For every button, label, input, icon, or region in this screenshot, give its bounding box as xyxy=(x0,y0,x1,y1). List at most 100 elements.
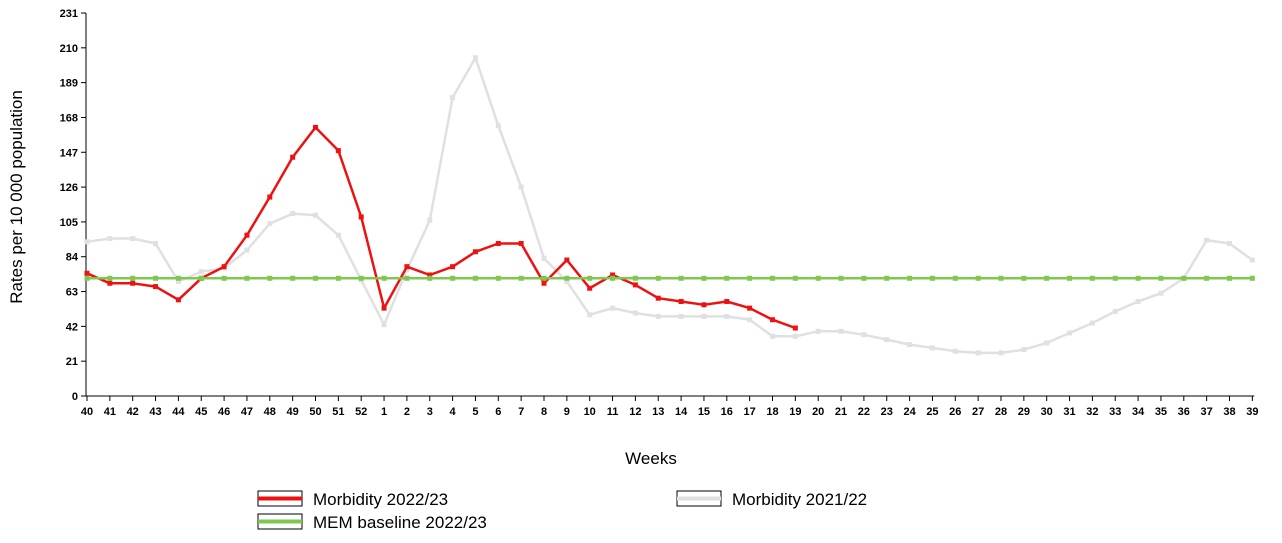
series-morbidity-2021-22 xyxy=(84,55,1255,356)
x-tick-label: 17 xyxy=(744,406,756,418)
data-point xyxy=(678,313,684,319)
x-tick-label: 20 xyxy=(812,406,824,418)
x-tick-label: 12 xyxy=(629,406,641,418)
data-point xyxy=(587,285,593,291)
data-point xyxy=(724,313,730,319)
data-point xyxy=(495,275,501,281)
data-point xyxy=(313,124,318,130)
data-point xyxy=(884,337,890,343)
data-point xyxy=(770,333,775,339)
data-point xyxy=(472,275,478,281)
data-point xyxy=(564,275,570,281)
data-point xyxy=(975,275,981,281)
data-point xyxy=(610,275,616,281)
data-point xyxy=(998,275,1004,281)
x-tick-label: 27 xyxy=(972,406,984,418)
x-tick-label: 51 xyxy=(332,406,344,418)
data-point xyxy=(701,313,707,319)
x-tick-label: 19 xyxy=(789,406,801,418)
data-point xyxy=(724,298,730,304)
data-point xyxy=(1204,237,1210,243)
x-tick-label: 39 xyxy=(1246,406,1258,418)
data-point xyxy=(747,275,753,281)
x-tick-label: 31 xyxy=(1063,406,1075,418)
legend: Morbidity 2021/22 Morbidity 2022/23 MEM ba… xyxy=(257,490,867,532)
y-axis: 0 21 42 63 84 105 126 147 168 189 210 231 xyxy=(60,8,87,403)
data-point xyxy=(1249,275,1255,281)
data-point xyxy=(929,275,935,281)
y-tick-label: 42 xyxy=(66,321,78,333)
x-tick-label: 46 xyxy=(218,406,230,418)
data-point xyxy=(267,221,273,227)
data-point xyxy=(884,275,890,281)
data-point xyxy=(541,255,547,261)
x-tick-label: 26 xyxy=(949,406,961,418)
y-tick-label: 105 xyxy=(60,217,78,229)
data-point xyxy=(153,240,159,246)
x-tick-label: 21 xyxy=(835,406,847,418)
data-point xyxy=(404,275,410,281)
data-point xyxy=(472,55,478,61)
y-tick-label: 21 xyxy=(66,356,78,368)
data-point xyxy=(1204,275,1210,281)
data-point xyxy=(427,217,433,223)
x-tick-label: 48 xyxy=(264,406,276,418)
data-point xyxy=(267,194,273,200)
y-tick-label: 84 xyxy=(66,252,79,264)
data-point xyxy=(198,275,204,281)
data-point xyxy=(518,275,524,281)
data-point xyxy=(929,345,935,351)
data-point xyxy=(381,305,387,311)
data-point xyxy=(1044,275,1050,281)
series-layer xyxy=(84,55,1255,356)
data-point xyxy=(838,275,844,281)
data-point xyxy=(130,275,136,281)
data-point xyxy=(1044,340,1050,346)
data-point xyxy=(907,275,913,281)
data-point xyxy=(221,275,227,281)
data-point xyxy=(610,305,616,311)
data-point xyxy=(244,232,250,238)
data-point xyxy=(701,275,707,281)
data-point xyxy=(541,280,547,286)
x-tick-label: 4 xyxy=(450,406,457,418)
data-point xyxy=(1158,290,1164,296)
data-point xyxy=(518,184,524,190)
data-point xyxy=(450,275,456,281)
x-tick-label: 8 xyxy=(541,406,547,418)
x-tick-label: 35 xyxy=(1155,406,1167,418)
x-tick-label: 10 xyxy=(584,406,596,418)
legend-item-mem-baseline-2022-23: MEM baseline 2022/23 xyxy=(257,513,487,532)
x-tick-label: 6 xyxy=(495,406,501,418)
data-point xyxy=(770,275,775,281)
x-tick-label: 25 xyxy=(926,406,938,418)
data-point xyxy=(861,332,867,338)
data-point xyxy=(335,275,341,281)
x-tick-label: 22 xyxy=(858,406,870,418)
data-point xyxy=(130,235,136,241)
data-point xyxy=(701,302,707,308)
legend-label: MEM baseline 2022/23 xyxy=(313,513,487,532)
data-point xyxy=(427,275,433,281)
data-point xyxy=(267,275,273,281)
data-point xyxy=(792,333,798,339)
x-tick-label: 32 xyxy=(1086,406,1098,418)
data-point xyxy=(1021,275,1027,281)
data-point xyxy=(381,322,387,328)
x-tick-label: 45 xyxy=(195,406,207,418)
x-tick-label: 24 xyxy=(903,406,916,418)
data-point xyxy=(724,275,730,281)
data-point xyxy=(998,350,1004,356)
legend-label: Morbidity 2022/23 xyxy=(313,490,448,509)
data-point xyxy=(838,328,844,334)
x-axis: 40 41 42 43 44 45 46 47 48 49 50 51 52 1 2 3 4 5 6 7 8 9 10 11 1… xyxy=(81,395,1258,418)
x-tick-label: 50 xyxy=(309,406,321,418)
data-point xyxy=(655,295,661,301)
y-tick-label: 189 xyxy=(60,78,78,90)
x-tick-label: 11 xyxy=(607,406,619,418)
data-point xyxy=(244,247,250,253)
x-tick-label: 34 xyxy=(1132,406,1145,418)
legend-item-morbidity-2022-23: Morbidity 2022/23 xyxy=(257,490,448,509)
data-point xyxy=(404,264,410,270)
data-point xyxy=(153,284,159,290)
